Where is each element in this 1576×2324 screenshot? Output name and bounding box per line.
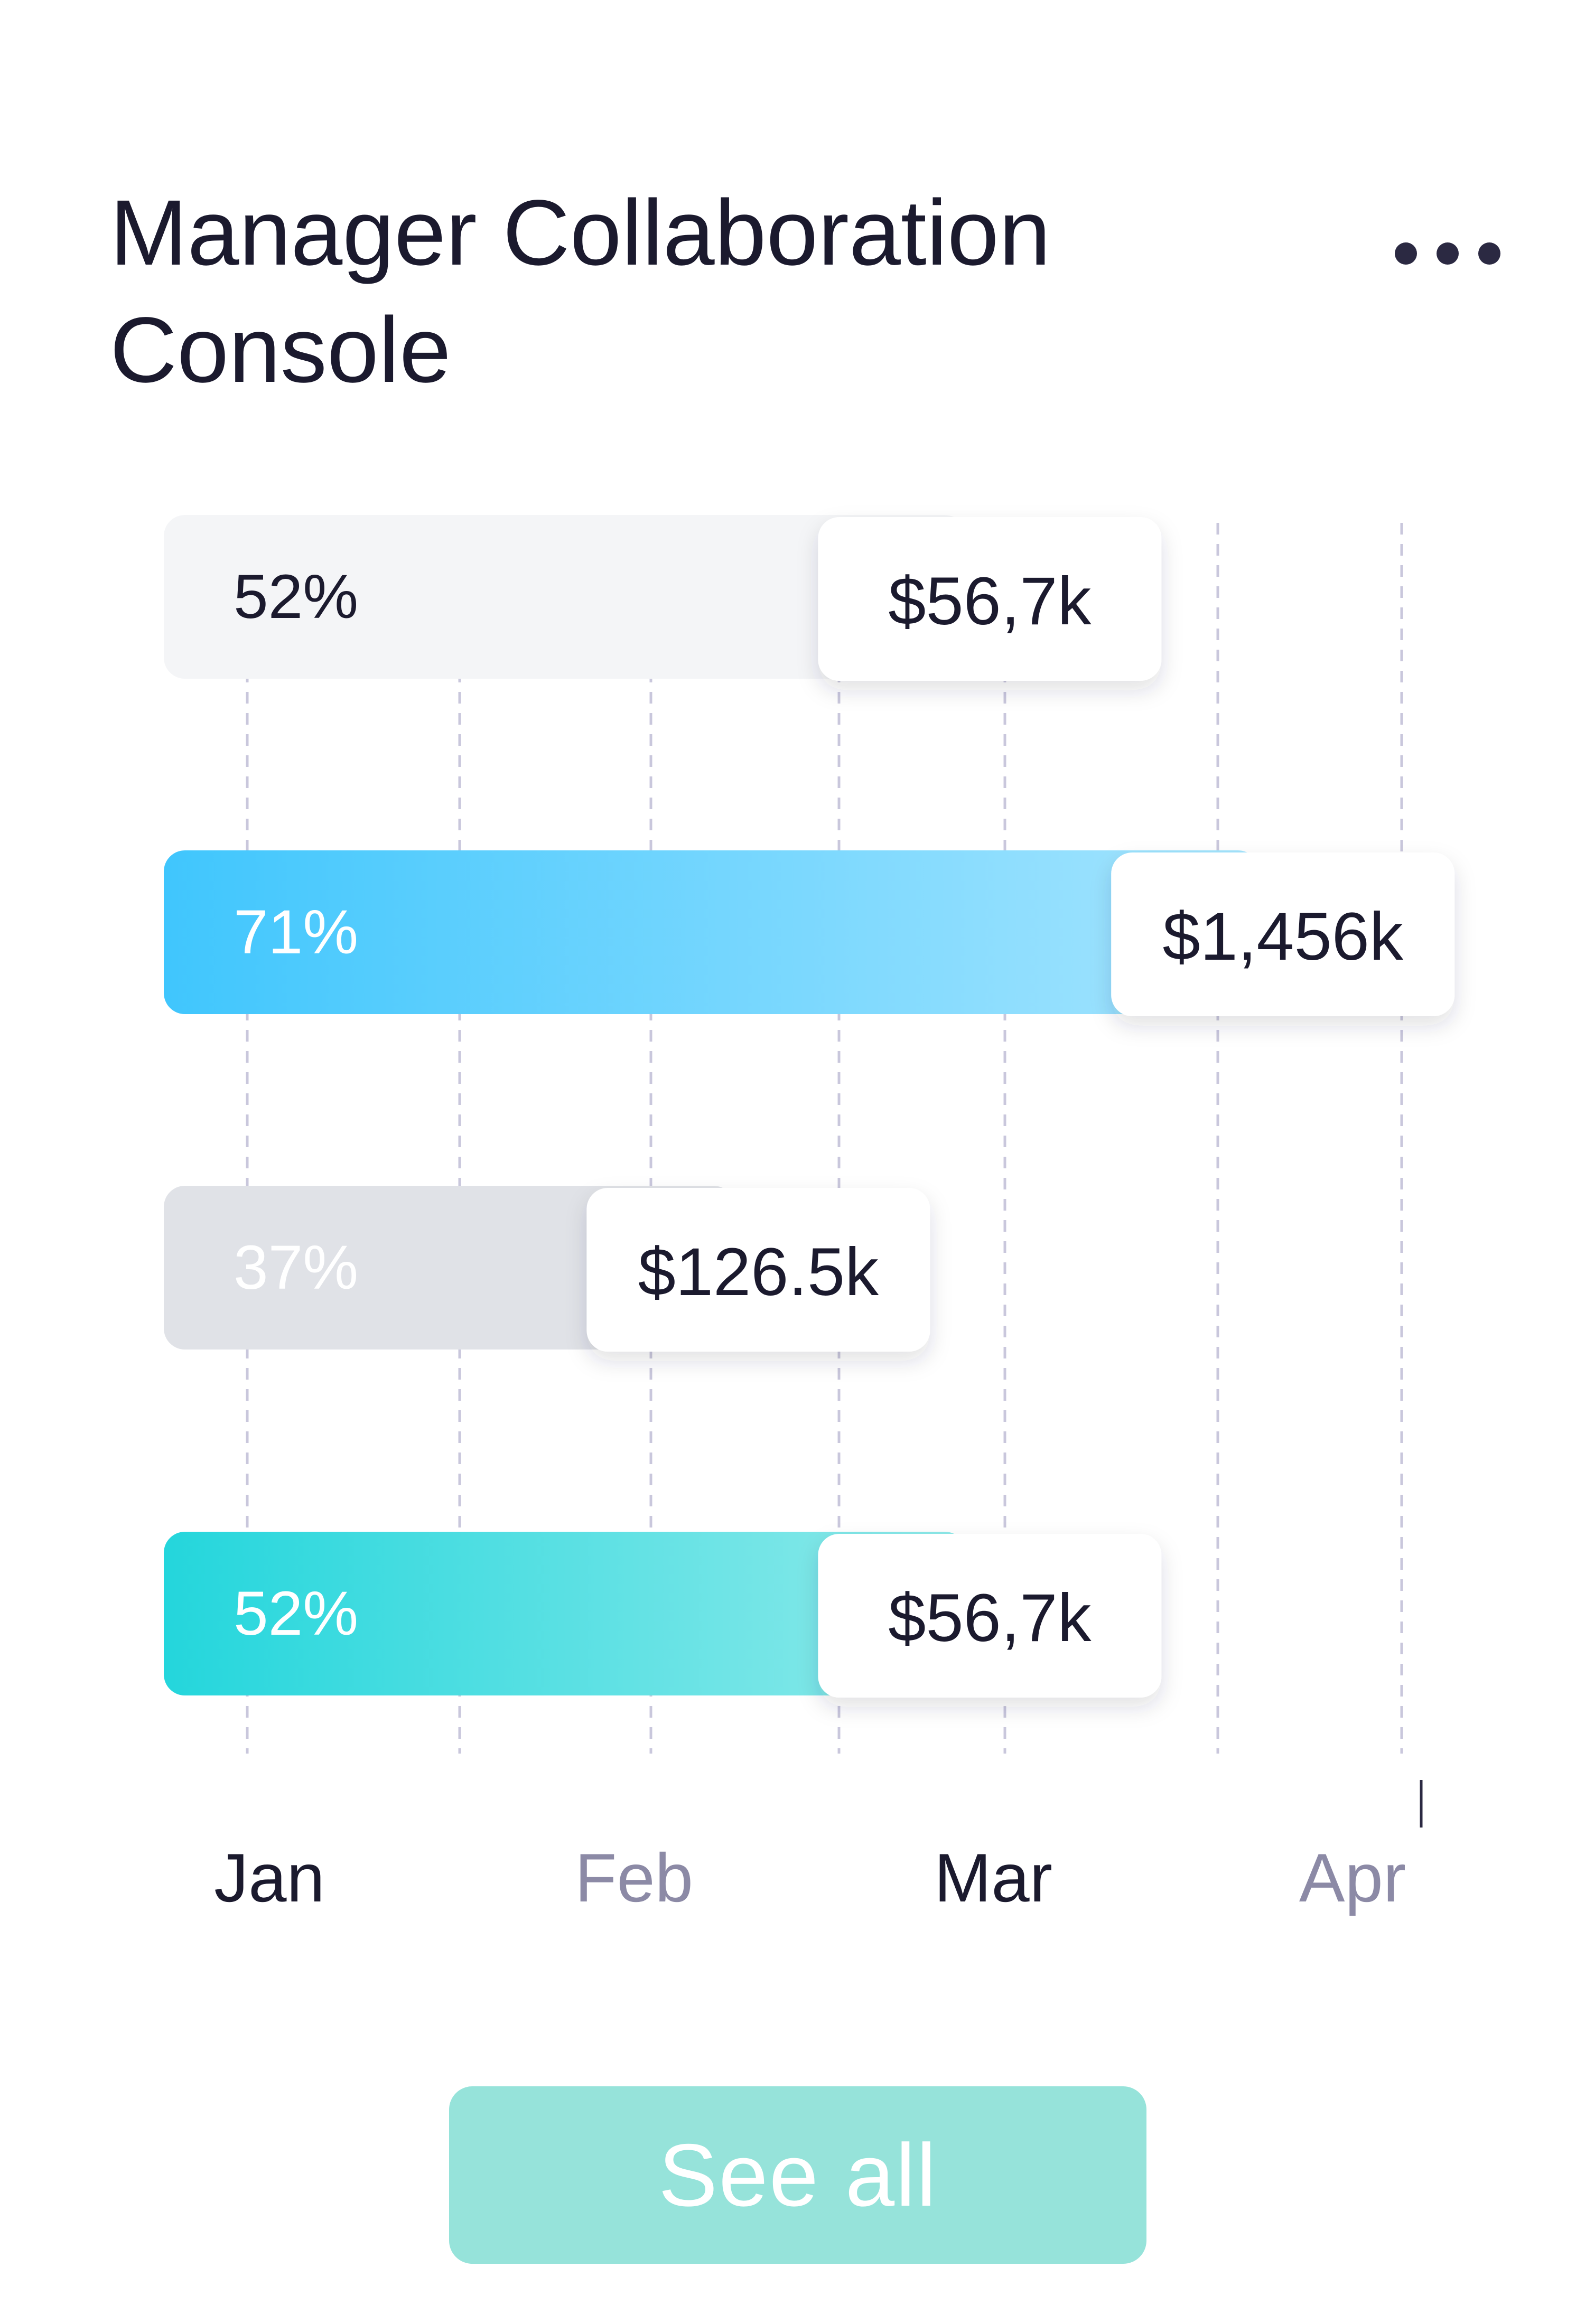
value-pill — [1111, 852, 1455, 1016]
more-horizontal-icon — [1395, 242, 1417, 265]
bar-chart-svg: 52% $56,7k 71% $1,456k 37% $126.5k 52% $56,7k J… — [164, 515, 1455, 1916]
more-horizontal-icon — [1478, 242, 1500, 265]
bar — [164, 515, 966, 679]
bar-percent-label: 52% — [234, 1579, 358, 1648]
x-axis-tick-label: Mar — [934, 1839, 1052, 1916]
bar — [164, 850, 1260, 1014]
value-pill — [586, 1188, 930, 1352]
bars-layer: 52% $56,7k 71% $1,456k 37% $126.5k 52% $56,7k — [164, 515, 1455, 1698]
x-axis-tick-label: Apr — [1299, 1839, 1406, 1916]
bar-value-label: $56,7k — [888, 564, 1092, 639]
x-axis-tick-label: Jan — [214, 1839, 325, 1916]
card-title: Manager Collaboration Console — [110, 181, 1051, 402]
more-options-button[interactable] — [1395, 227, 1500, 280]
bar-value-label: $126.5k — [638, 1234, 880, 1310]
bar-value-label: $1,456k — [1162, 899, 1404, 974]
x-axis-tick-label: Feb — [575, 1839, 693, 1916]
bar-percent-label: 71% — [234, 897, 358, 967]
see-all-button[interactable]: See all — [449, 2086, 1146, 2264]
value-pill — [818, 1534, 1162, 1698]
bar-percent-label: 52% — [234, 562, 358, 632]
bar — [164, 1532, 966, 1695]
more-horizontal-icon — [1437, 242, 1459, 265]
bar-percent-label: 37% — [234, 1233, 358, 1302]
x-axis: Jan Feb Mar Apr — [214, 1780, 1423, 1916]
bar-value-label: $56,7k — [888, 1580, 1092, 1656]
value-pill — [818, 517, 1162, 681]
